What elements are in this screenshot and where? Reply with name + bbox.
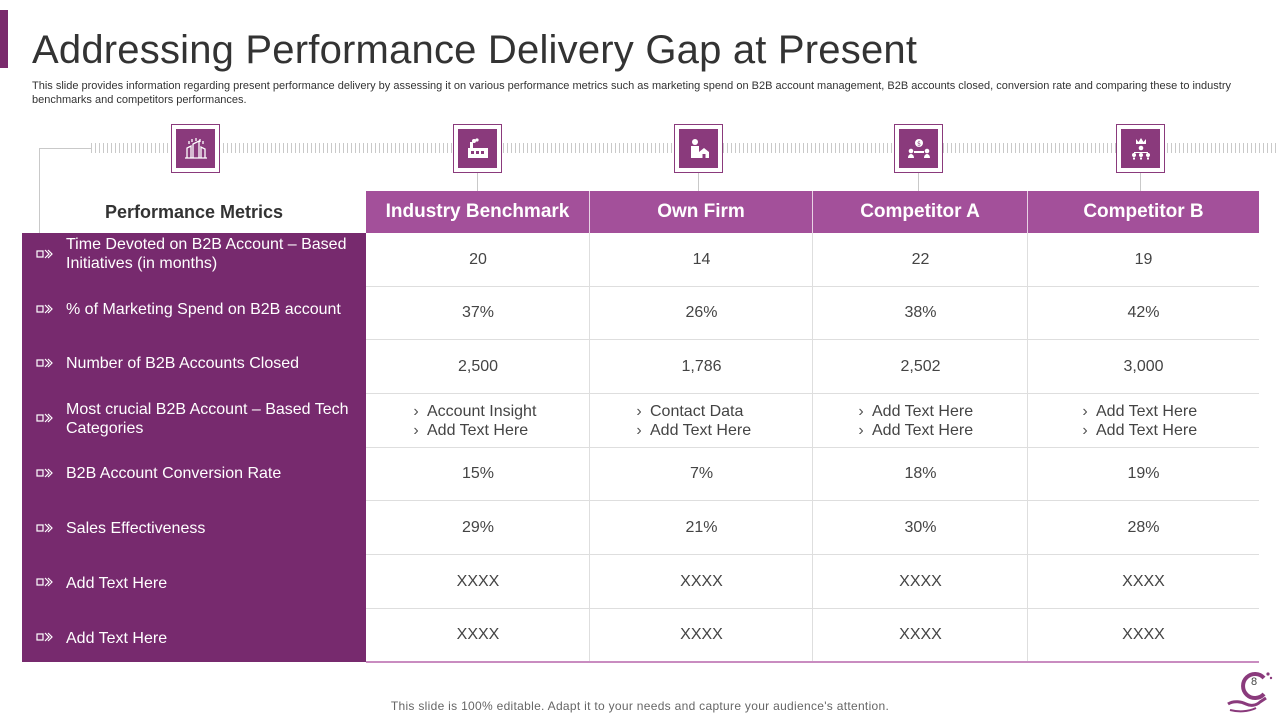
metric-label: Sales Effectiveness <box>66 519 206 537</box>
arrow-bullet-icon <box>36 247 54 261</box>
crown-hierarchy-icon <box>1116 124 1165 173</box>
table-cell: 19 <box>1134 250 1153 268</box>
table-cell: 30% <box>904 518 937 536</box>
metric-label: % of Marketing Spend on B2B account <box>66 300 341 318</box>
table-cell: XXXX <box>680 626 723 643</box>
table-cell: 28% <box>1127 518 1160 536</box>
column-divider <box>589 233 590 662</box>
page-number: 8 <box>1251 676 1258 688</box>
arrow-bullet-icon <box>36 630 54 644</box>
arrow-bullet-icon <box>36 411 54 425</box>
table-cell: 15% <box>461 465 495 482</box>
metrics-panel <box>22 233 366 662</box>
table-cell: 22 <box>911 250 930 268</box>
table-cell: XXXX <box>899 626 942 643</box>
column-header-industry-benchmark: Industry Benchmark <box>366 191 590 233</box>
title-accent-bar <box>0 10 8 68</box>
table-cell: XXXX <box>456 572 500 590</box>
list-item: › Add Text Here <box>636 421 752 439</box>
list-item: › Contact Data <box>636 402 744 420</box>
metric-label: Time Devoted on B2B Account – Based Init… <box>66 236 347 272</box>
list-item: › Add Text Here <box>858 402 974 420</box>
table-cell: 26% <box>685 304 718 321</box>
metric-label: Add Text Here <box>66 629 168 647</box>
list-item: › Account Insight <box>413 402 537 420</box>
table-cell: XXXX <box>1122 572 1165 590</box>
table-cell: XXXX <box>680 572 723 590</box>
person-home-icon <box>674 124 723 173</box>
arrow-bullet-icon <box>36 575 54 589</box>
icon-connector <box>477 173 478 191</box>
meeting-dollar-icon: $ <box>894 124 943 173</box>
list-item: › Add Text Here <box>1082 421 1198 439</box>
table-cell: 1,786 <box>681 357 722 375</box>
icon-connector <box>918 173 919 191</box>
page-title: Addressing Performance Delivery Gap at P… <box>32 28 918 72</box>
arrow-bullet-icon <box>36 356 54 370</box>
metrics-column-header: Performance Metrics <box>104 201 284 222</box>
rail-connector <box>39 148 91 149</box>
footer-note: This slide is 100% editable. Adapt it to… <box>390 699 890 713</box>
factory-icon <box>453 124 502 173</box>
table-cell: 42% <box>1127 304 1160 321</box>
column-divider <box>812 233 813 662</box>
list-item: › Add Text Here <box>1082 402 1198 420</box>
table-cell: 2,500 <box>457 357 499 375</box>
table-cell-list: › Account Insight › Add Text Here <box>405 394 585 447</box>
page-subtitle: This slide provides information regardin… <box>32 80 1232 106</box>
table-cell: 7% <box>689 465 714 482</box>
table-cell: 18% <box>904 465 937 482</box>
table-cell: XXXX <box>1122 626 1165 643</box>
column-divider <box>1027 233 1028 662</box>
table-cell: 3,000 <box>1123 357 1164 375</box>
table-cell: 37% <box>461 304 495 321</box>
metric-label: B2B Account Conversion Rate <box>66 464 282 482</box>
table-cell-list: › Contact Data › Add Text Here <box>628 394 808 447</box>
svg-text:$: $ <box>917 140 921 147</box>
table-cell-list: › Add Text Here › Add Text Here <box>850 394 1025 447</box>
building-network-icon <box>171 124 220 173</box>
table-cell: 14 <box>692 250 711 268</box>
icon-connector <box>698 173 699 191</box>
metric-label: Number of B2B Accounts Closed <box>66 354 300 372</box>
metric-label: Most crucial B2B Account – Based Tech Ca… <box>66 401 349 437</box>
column-header-competitor-a: Competitor A <box>813 191 1028 233</box>
table-cell: 2,502 <box>900 357 941 375</box>
metric-label: Add Text Here <box>66 574 168 592</box>
table-cell: 21% <box>685 518 718 536</box>
icon-connector <box>1140 173 1141 191</box>
table-cell: 38% <box>904 304 937 321</box>
table-cell: XXXX <box>456 626 500 643</box>
arrow-bullet-icon <box>36 521 54 535</box>
brand-logo-icon <box>1227 672 1273 713</box>
arrow-bullet-icon <box>36 466 54 480</box>
table-bottom-border <box>366 661 1259 663</box>
table-cell-list: › Add Text Here › Add Text Here <box>1074 394 1254 447</box>
column-header-own-firm: Own Firm <box>590 191 813 233</box>
table-cell: 29% <box>461 518 495 536</box>
arrow-bullet-icon <box>36 302 54 316</box>
table-cell: 19% <box>1127 465 1160 482</box>
list-item: › Add Text Here <box>858 421 974 439</box>
column-header-competitor-b: Competitor B <box>1028 191 1259 233</box>
table-cell: 20 <box>469 250 487 268</box>
list-item: › Add Text Here <box>413 421 529 439</box>
table-cell: XXXX <box>899 572 942 590</box>
